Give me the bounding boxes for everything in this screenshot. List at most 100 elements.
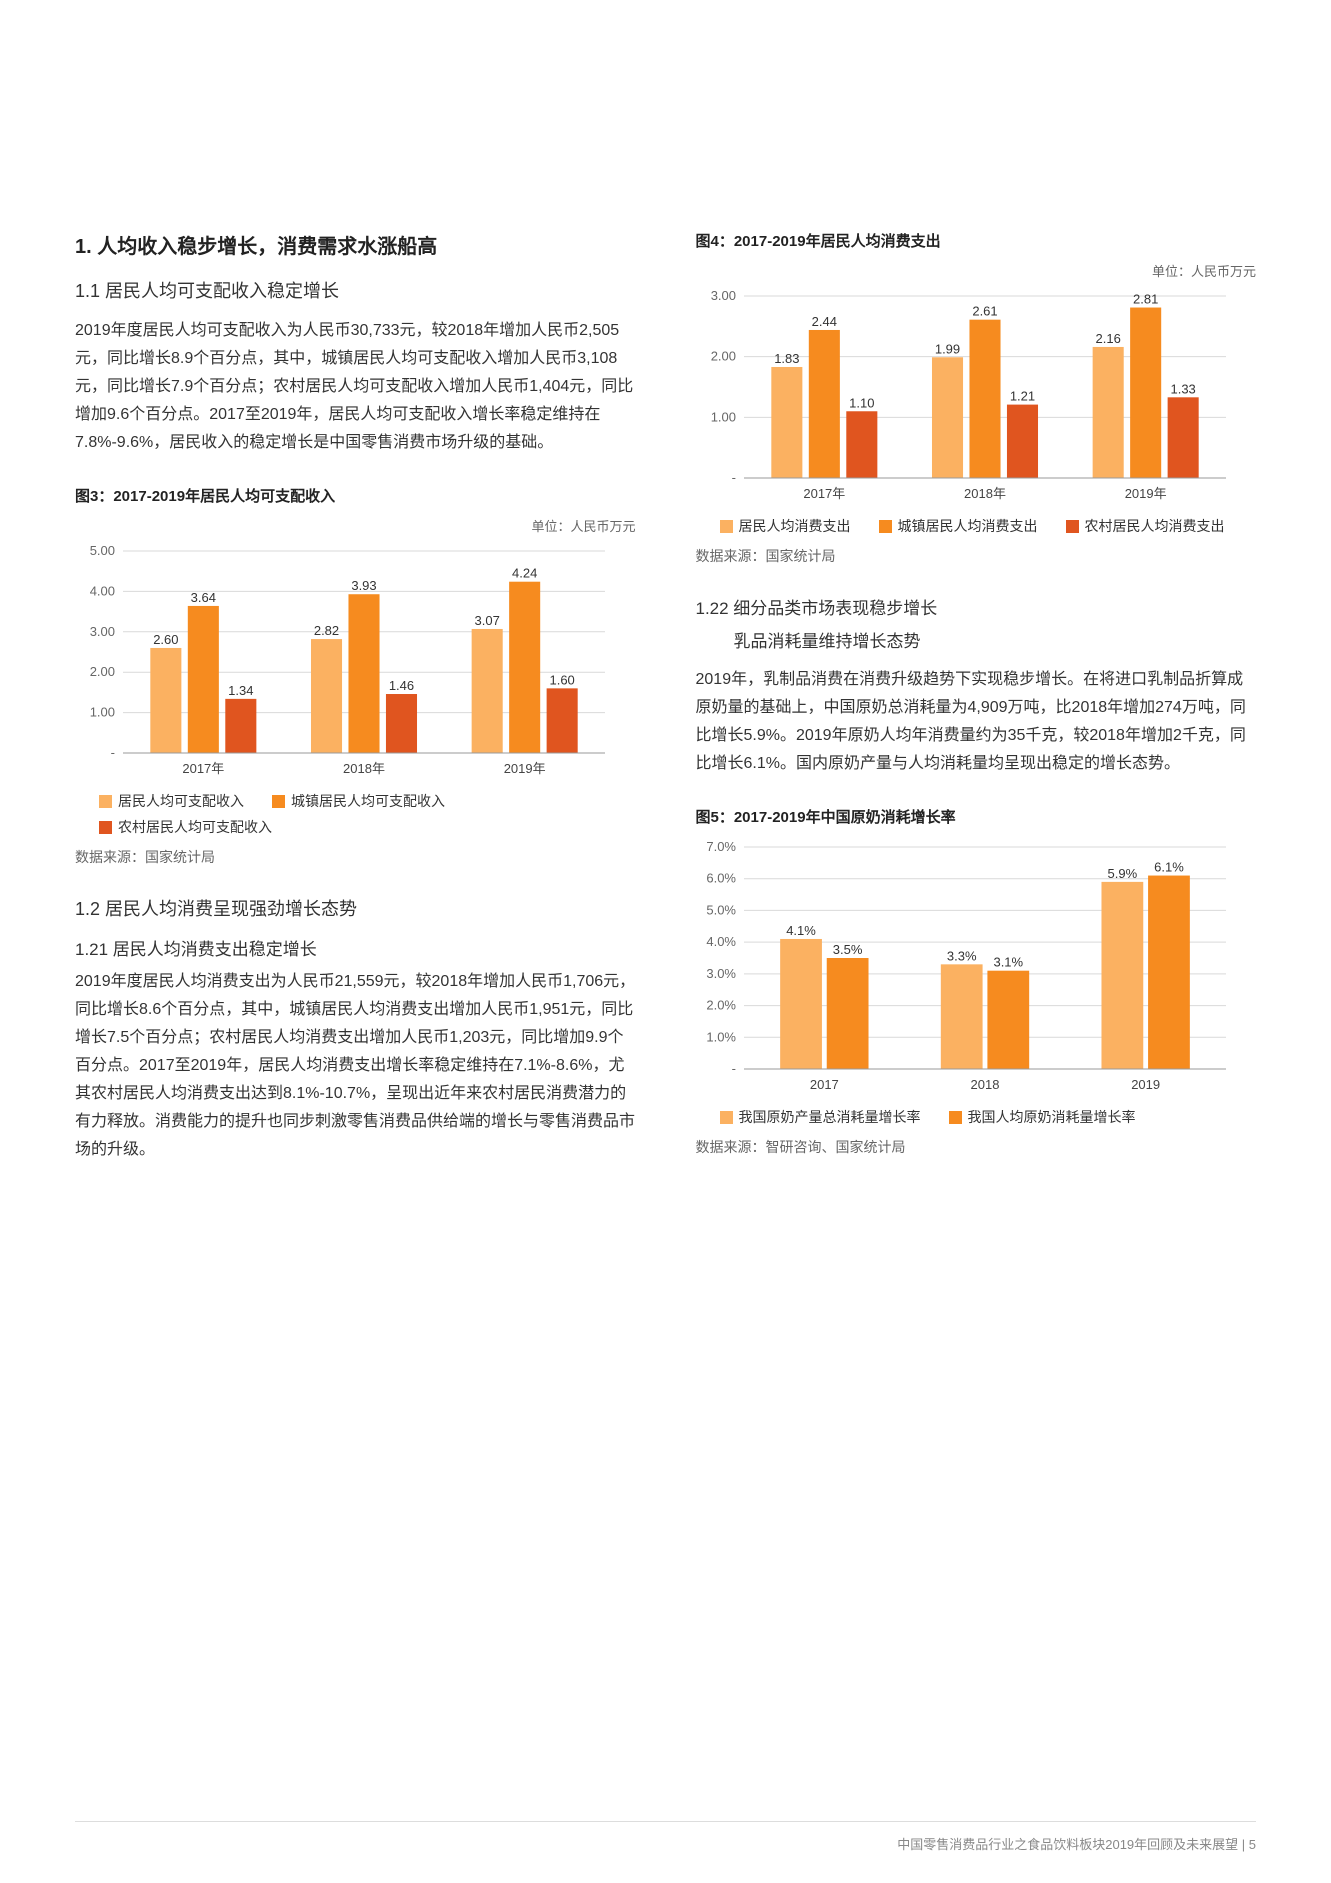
legend-label: 我国人均原奶消耗量增长率 <box>968 1107 1136 1127</box>
legend-item: 农村居民人均消费支出 <box>1066 516 1225 536</box>
svg-text:4.1%: 4.1% <box>786 923 816 938</box>
legend-swatch <box>99 821 112 834</box>
bar <box>987 971 1029 1069</box>
bar <box>969 320 1000 478</box>
chart3-unit: 单位：人民币万元 <box>75 516 636 535</box>
svg-text:1.33: 1.33 <box>1170 381 1195 396</box>
svg-text:3.07: 3.07 <box>475 613 500 628</box>
svg-text:1.46: 1.46 <box>389 678 414 693</box>
bar <box>808 330 839 478</box>
svg-text:3.00: 3.00 <box>710 288 735 303</box>
legend-swatch <box>879 520 892 533</box>
bar <box>1148 876 1190 1069</box>
bar <box>1130 308 1161 478</box>
bar <box>846 411 877 478</box>
chart3-legend: 居民人均可支配收入 城镇居民人均可支配收入农村居民人均可支配收入 <box>75 785 636 837</box>
chart5: - 1.0% 2.0% 3.0% 4.0% 5.0% 6.0% 7.0% 4.1% 3.5% 201… <box>696 837 1257 1097</box>
section-1-2-2-heading: 1.22 细分品类市场表现稳步增长 <box>696 594 1257 619</box>
svg-text:1.00: 1.00 <box>90 705 115 720</box>
svg-text:1.60: 1.60 <box>549 672 574 687</box>
chart5-source: 数据来源：智研咨询、国家统计局 <box>696 1137 1257 1157</box>
bar <box>311 639 342 753</box>
svg-text:1.0%: 1.0% <box>706 1029 736 1044</box>
bar <box>771 367 802 478</box>
page: 1. 人均收入稳步增长，消费需求水涨船高 1.1 居民人均可支配收入稳定增长 2… <box>0 0 1331 1252</box>
legend-label: 城镇居民人均可支配收入 <box>291 791 445 811</box>
svg-text:3.00: 3.00 <box>90 624 115 639</box>
svg-text:6.0%: 6.0% <box>706 871 736 886</box>
left-column: 1. 人均收入稳步增长，消费需求水涨船高 1.1 居民人均可支配收入稳定增长 2… <box>75 230 636 1192</box>
legend-swatch <box>720 1111 733 1124</box>
bar <box>348 594 379 753</box>
bar <box>386 694 417 753</box>
svg-text:2018年: 2018年 <box>343 761 385 776</box>
bar <box>931 357 962 478</box>
bar <box>1092 347 1123 478</box>
svg-text:2.44: 2.44 <box>811 314 836 329</box>
chart3: -1.002.003.004.005.002.603.641.342017年2.… <box>75 541 636 781</box>
legend-item: 我国人均原奶消耗量增长率 <box>949 1107 1136 1127</box>
svg-text:3.93: 3.93 <box>351 578 376 593</box>
legend-label: 农村居民人均可支配收入 <box>118 817 272 837</box>
svg-text:3.0%: 3.0% <box>706 966 736 981</box>
legend-item: 城镇居民人均消费支出 <box>879 516 1038 536</box>
chart3-title: 图3：2017-2019年居民人均可支配收入 <box>75 485 636 506</box>
svg-text:3.64: 3.64 <box>191 590 216 605</box>
chart3-source: 数据来源：国家统计局 <box>75 847 636 867</box>
legend-label: 居民人均可支配收入 <box>118 791 244 811</box>
svg-text:6.1%: 6.1% <box>1154 860 1184 875</box>
section-1-2-1-heading: 1.21 居民人均消费支出稳定增长 <box>75 935 636 960</box>
bar <box>940 964 982 1069</box>
section-1-1-para: 2019年度居民人均可支配收入为人民币30,733元，较2018年增加人民币2,… <box>75 317 636 457</box>
legend-item: 城镇居民人均可支配收入 <box>272 791 445 811</box>
svg-text:2019年: 2019年 <box>1124 486 1166 501</box>
bar <box>1167 397 1198 478</box>
bar <box>1101 882 1143 1069</box>
svg-text:5.00: 5.00 <box>90 543 115 558</box>
svg-text:2017年: 2017年 <box>803 486 845 501</box>
section-1-1-heading: 1.1 居民人均可支配收入稳定增长 <box>75 277 636 303</box>
svg-text:3.5%: 3.5% <box>832 942 862 957</box>
page-footer: 中国零售消费品行业之食品饮料板块2019年回顾及未来展望 | 5 <box>75 1821 1256 1853</box>
bar <box>472 629 503 753</box>
svg-text:2018: 2018 <box>970 1077 999 1092</box>
legend-item: 居民人均消费支出 <box>720 516 851 536</box>
legend-item: 居民人均可支配收入 <box>99 791 244 811</box>
section-1-2-heading: 1.2 居民人均消费呈现强劲增长态势 <box>75 895 636 921</box>
svg-text:2.82: 2.82 <box>314 623 339 638</box>
svg-text:2.16: 2.16 <box>1095 331 1120 346</box>
section-1-2-2-para: 2019年，乳制品消费在消费升级趋势下实现稳步增长。在将进口乳制品折算成原奶量的… <box>696 666 1257 778</box>
legend-swatch <box>949 1111 962 1124</box>
svg-text:1.10: 1.10 <box>849 395 874 410</box>
legend-swatch <box>272 795 285 808</box>
svg-text:-: - <box>111 745 115 760</box>
svg-text:1.34: 1.34 <box>228 683 253 698</box>
bar <box>826 958 868 1069</box>
svg-text:2018年: 2018年 <box>964 486 1006 501</box>
svg-text:2.00: 2.00 <box>90 664 115 679</box>
svg-text:1.00: 1.00 <box>710 409 735 424</box>
bar <box>509 582 540 753</box>
svg-text:2019: 2019 <box>1131 1077 1160 1092</box>
right-column: 图4：2017-2019年居民人均消费支出 单位：人民币万元 -1.002.00… <box>696 230 1257 1192</box>
svg-text:2.00: 2.00 <box>710 349 735 364</box>
bar <box>547 688 578 753</box>
svg-text:4.0%: 4.0% <box>706 934 736 949</box>
svg-text:5.9%: 5.9% <box>1107 866 1137 881</box>
svg-text:1.83: 1.83 <box>774 351 799 366</box>
svg-text:5.0%: 5.0% <box>706 902 736 917</box>
svg-text:2017: 2017 <box>809 1077 838 1092</box>
svg-text:3.1%: 3.1% <box>993 955 1023 970</box>
svg-text:2.0%: 2.0% <box>706 998 736 1013</box>
legend-label: 农村居民人均消费支出 <box>1085 516 1225 536</box>
chart4-unit: 单位：人民币万元 <box>696 261 1257 280</box>
legend-swatch <box>1066 520 1079 533</box>
svg-text:2019年: 2019年 <box>504 761 546 776</box>
svg-text:7.0%: 7.0% <box>706 839 736 854</box>
legend-label: 城镇居民人均消费支出 <box>898 516 1038 536</box>
svg-text:4.00: 4.00 <box>90 583 115 598</box>
svg-text:1.99: 1.99 <box>934 341 959 356</box>
legend-label: 居民人均消费支出 <box>739 516 851 536</box>
svg-text:2.60: 2.60 <box>153 632 178 647</box>
svg-text:-: - <box>731 1061 735 1076</box>
